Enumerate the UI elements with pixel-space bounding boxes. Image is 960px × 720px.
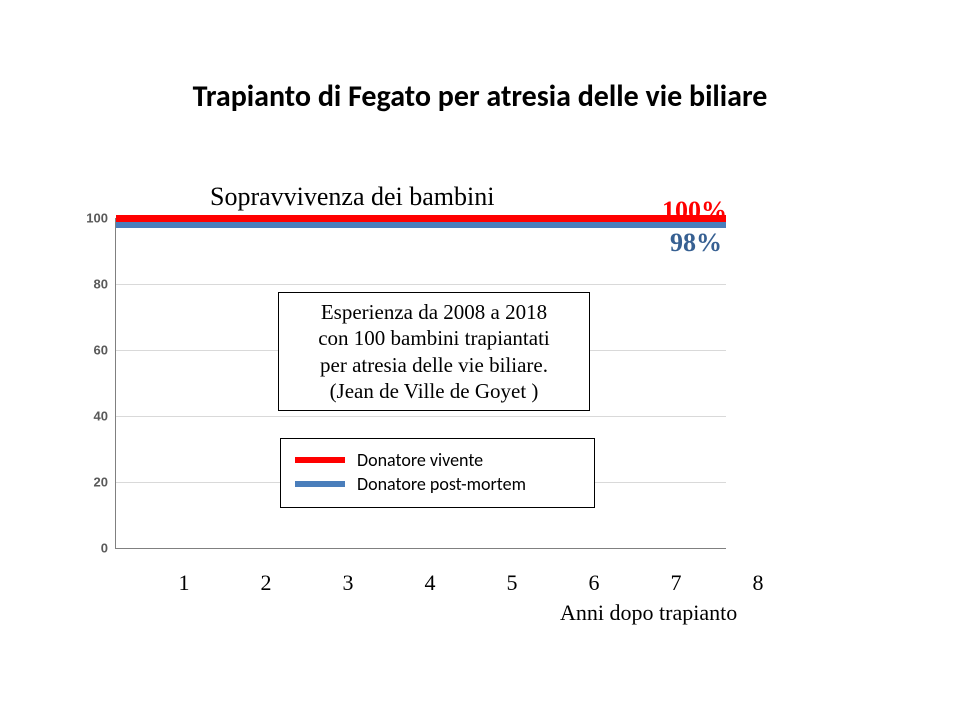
info-box-line: con 100 bambini trapiantati (289, 325, 579, 351)
slide: Trapianto di Fegato per atresia delle vi… (0, 0, 960, 720)
x-tick-label: 6 (589, 570, 600, 596)
legend-swatch (295, 481, 345, 487)
series-line-postmortem (116, 222, 726, 228)
y-tick-label: 20 (94, 475, 116, 490)
y-tick-label: 40 (94, 409, 116, 424)
info-box-line: Esperienza da 2008 a 2018 (289, 299, 579, 325)
legend-item-vivente: Donatore vivente (295, 449, 580, 471)
info-box-line: per atresia delle vie biliare. (289, 352, 579, 378)
gridline (116, 416, 726, 417)
series-line-vivente (116, 215, 726, 222)
x-tick-label: 7 (671, 570, 682, 596)
slide-title: Trapianto di Fegato per atresia delle vi… (0, 78, 960, 115)
study-info-box: Esperienza da 2008 a 2018con 100 bambini… (278, 292, 590, 411)
x-tick-label: 3 (343, 570, 354, 596)
x-tick-label: 2 (261, 570, 272, 596)
y-tick-label: 80 (94, 277, 116, 292)
gridline (116, 284, 726, 285)
legend: Donatore viventeDonatore post-mortem (280, 438, 595, 508)
y-tick-label: 100 (86, 211, 116, 226)
x-tick-label: 5 (507, 570, 518, 596)
y-tick-label: 0 (101, 541, 116, 556)
x-tick-label: 1 (179, 570, 190, 596)
chart-subtitle: Sopravvivenza dei bambini (210, 182, 494, 212)
legend-item-postmortem: Donatore post-mortem (295, 473, 580, 495)
end-label-postmortem: 98% (670, 228, 722, 258)
x-tick-label: 4 (425, 570, 436, 596)
y-tick-label: 60 (94, 343, 116, 358)
x-axis-label: Anni dopo trapianto (560, 600, 737, 626)
legend-label: Donatore post-mortem (357, 473, 526, 495)
x-tick-label: 8 (753, 570, 764, 596)
legend-label: Donatore vivente (357, 449, 483, 471)
info-box-line: (Jean de Ville de Goyet ) (289, 378, 579, 404)
legend-swatch (295, 457, 345, 463)
end-label-vivente: 100% (662, 196, 727, 226)
